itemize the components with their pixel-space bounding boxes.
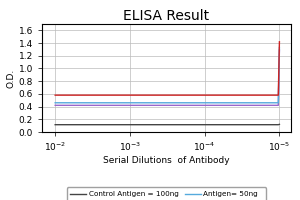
Control Antigen = 100ng [259, 123, 262, 126]
Antigen= 100ng [266, 94, 270, 96]
Antigen= 50ng [62, 102, 66, 104]
Antigen= 10ng [62, 104, 66, 107]
Antigen= 10ng [278, 49, 281, 51]
Antigen= 100ng [67, 94, 70, 96]
Line: Antigen= 100ng: Antigen= 100ng [55, 42, 279, 95]
Line: Control Antigen = 100ng: Control Antigen = 100ng [55, 124, 279, 125]
Antigen= 10ng [266, 104, 270, 107]
X-axis label: Serial Dilutions  of Antibody: Serial Dilutions of Antibody [103, 156, 230, 165]
Line: Antigen= 50ng: Antigen= 50ng [55, 48, 279, 103]
Antigen= 10ng [113, 104, 117, 107]
Legend: Control Antigen = 100ng, Antigen= 10ng, Antigen= 50ng, Antigen= 100ng: Control Antigen = 100ng, Antigen= 10ng, … [67, 187, 266, 200]
Antigen= 100ng [53, 94, 57, 96]
Control Antigen = 100ng [53, 123, 57, 126]
Control Antigen = 100ng [266, 123, 270, 126]
Control Antigen = 100ng [278, 123, 281, 126]
Antigen= 50ng [259, 102, 262, 104]
Line: Antigen= 10ng: Antigen= 10ng [55, 50, 279, 105]
Control Antigen = 100ng [67, 123, 70, 126]
Antigen= 100ng [95, 94, 99, 96]
Antigen= 50ng [95, 102, 99, 104]
Antigen= 10ng [53, 104, 57, 107]
Antigen= 10ng [95, 104, 99, 107]
Antigen= 50ng [266, 102, 270, 104]
Control Antigen = 100ng [62, 123, 66, 126]
Antigen= 100ng [62, 94, 66, 96]
Antigen= 10ng [259, 104, 262, 107]
Y-axis label: O.D.: O.D. [7, 68, 16, 88]
Antigen= 100ng [113, 94, 117, 96]
Antigen= 50ng [278, 46, 281, 49]
Antigen= 10ng [67, 104, 70, 107]
Title: ELISA Result: ELISA Result [123, 9, 210, 23]
Antigen= 50ng [113, 102, 117, 104]
Control Antigen = 100ng [113, 123, 117, 126]
Antigen= 50ng [67, 102, 70, 104]
Antigen= 100ng [278, 41, 281, 43]
Antigen= 100ng [259, 94, 262, 96]
Antigen= 50ng [53, 102, 57, 104]
Control Antigen = 100ng [95, 123, 99, 126]
